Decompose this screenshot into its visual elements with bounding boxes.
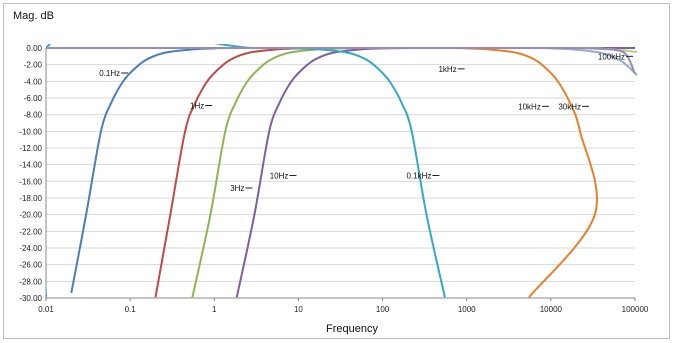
series-line-10khz bbox=[46, 46, 637, 77]
y-tick-label: -30.00 bbox=[19, 294, 42, 303]
x-tick-label: 0.01 bbox=[38, 305, 54, 314]
series-line-0.1hz bbox=[70, 46, 636, 294]
y-tick-label: -10.00 bbox=[19, 127, 42, 136]
y-axis-title: Mag. dB bbox=[13, 10, 54, 22]
series-line-100khz bbox=[46, 46, 636, 75]
annotation-label: 30kHz bbox=[558, 102, 581, 111]
annotation-label: 0.1Hz bbox=[99, 69, 120, 78]
x-tick-label: 100 bbox=[376, 305, 390, 314]
series-lines bbox=[46, 44, 637, 298]
frequency-response-chart: 0.00 -2.00 -4.00 -6.00 -8.00 -10.00 -12.00 -14.… bbox=[13, 10, 649, 335]
y-tick-label: -2.00 bbox=[24, 61, 43, 70]
gridlines bbox=[45, 47, 635, 299]
annotation-label: 10kHz bbox=[518, 102, 541, 111]
annotation-label: 1kHz bbox=[438, 65, 456, 74]
y-tick-label: -22.00 bbox=[19, 227, 42, 236]
x-axis-ticks: 0.01 0.1 1 10 100 1000 10000 100000 bbox=[38, 298, 649, 314]
x-tick-label: 1 bbox=[212, 305, 217, 314]
annotation-label: 100kHz bbox=[598, 52, 625, 61]
x-tick-label: 100000 bbox=[622, 305, 649, 314]
y-tick-label: -24.00 bbox=[19, 244, 42, 253]
series-line-30khz bbox=[46, 46, 637, 54]
series-line-0.1khz bbox=[46, 44, 446, 298]
y-tick-label: -8.00 bbox=[24, 111, 43, 120]
y-tick-label: -12.00 bbox=[19, 144, 42, 153]
annotation-label: 0.1kHz bbox=[406, 172, 431, 181]
series-line-1khz bbox=[46, 46, 598, 298]
y-tick-label: -26.00 bbox=[19, 261, 42, 270]
chart-container: 0.00 -2.00 -4.00 -6.00 -8.00 -10.00 -12.00 -14.… bbox=[3, 3, 670, 339]
y-axis-ticks: 0.00 -2.00 -4.00 -6.00 -8.00 -10.00 -12.00 -14.… bbox=[19, 44, 42, 303]
y-tick-label: -4.00 bbox=[24, 77, 43, 86]
annotation-label: 3Hz bbox=[230, 184, 244, 193]
y-tick-label: -18.00 bbox=[19, 194, 42, 203]
y-tick-label: 0.00 bbox=[26, 44, 42, 53]
y-tick-label: -20.00 bbox=[19, 211, 42, 220]
y-tick-label: -28.00 bbox=[19, 277, 42, 286]
x-tick-label: 10000 bbox=[540, 305, 563, 314]
annotation-label: 1Hz bbox=[190, 102, 204, 111]
x-tick-label: 0.1 bbox=[125, 305, 137, 314]
annotation-label: 10Hz bbox=[270, 172, 289, 181]
x-tick-label: 10 bbox=[294, 305, 303, 314]
y-tick-label: -6.00 bbox=[24, 94, 43, 103]
x-tick-label: 1000 bbox=[458, 305, 476, 314]
x-axis-title: Frequency bbox=[326, 323, 378, 335]
y-tick-label: -14.00 bbox=[19, 161, 42, 170]
annotations: 0.1Hz 1Hz 3Hz 10Hz 0.1kHz 1kHz 10kHz 30kHz 100kH… bbox=[99, 52, 633, 193]
y-tick-label: -16.00 bbox=[19, 177, 42, 186]
